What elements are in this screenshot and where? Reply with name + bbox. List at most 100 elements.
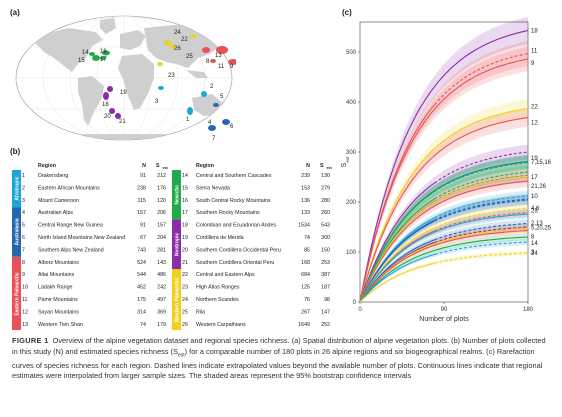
series-line-extrapolated xyxy=(434,222,529,241)
realm-label: Western Palearctic xyxy=(174,278,180,323)
series-line-extrapolated xyxy=(434,252,529,264)
series-line xyxy=(359,227,529,303)
confidence-band xyxy=(360,239,528,302)
row-n: 544 xyxy=(137,272,146,278)
row-s: 543 xyxy=(321,223,330,229)
series-end-label: 10 xyxy=(531,194,538,200)
row-n: 115 xyxy=(138,198,146,204)
confidence-band xyxy=(360,154,528,302)
series-end-label: 22 xyxy=(531,105,538,111)
row-n: 168 xyxy=(301,260,310,266)
header-region: Region xyxy=(38,163,56,169)
realm-label: Australasia xyxy=(14,218,20,245)
row-s: 212 xyxy=(157,173,166,179)
confidence-band xyxy=(360,41,528,302)
row-s: 150 xyxy=(321,247,330,253)
caption-text: Overview of the alpine vegetation datase… xyxy=(12,336,546,356)
row-region: Central and Eastern Alps xyxy=(196,272,255,278)
row-n: 76 xyxy=(304,297,310,303)
row-s: 176 xyxy=(157,185,166,191)
map-label: 1 xyxy=(186,117,190,123)
map-label: 23 xyxy=(168,73,175,79)
row-n: 74 xyxy=(140,322,146,328)
realm-bar xyxy=(172,269,181,332)
header-n: N xyxy=(306,163,310,169)
series-line-extrapolated xyxy=(434,207,529,229)
rarefaction-chart: (c) 0 100 200 300 400 500 0 90 180 Number of plot… xyxy=(341,8,552,323)
realm-label: Neotropic xyxy=(174,233,180,257)
map-label: 6 xyxy=(230,124,234,130)
map-label: 7 xyxy=(212,136,216,142)
x-tick-label: 0 xyxy=(358,307,362,313)
row-n: 91 xyxy=(140,173,146,179)
map-label: 22 xyxy=(181,37,188,43)
row-s: 260 xyxy=(321,210,330,216)
panel-a-label: (a) xyxy=(10,8,20,17)
series-line-extrapolated xyxy=(434,198,529,221)
confidence-band xyxy=(360,98,528,302)
map-label: 20 xyxy=(104,114,111,120)
row-s: 369 xyxy=(157,309,166,315)
series-end-label: 19 xyxy=(531,156,538,162)
realm-bar xyxy=(172,219,181,270)
series-end-label: 1 xyxy=(531,194,535,200)
row-id: 21 xyxy=(182,260,188,266)
confidence-band xyxy=(360,16,528,303)
row-id: 3 xyxy=(22,198,25,204)
row-id: 13 xyxy=(22,322,28,328)
confidence-band xyxy=(360,174,528,302)
series-end-label: 23 xyxy=(531,209,538,215)
series-end-label: 24 xyxy=(531,251,538,257)
row-region: Mount Cameroon xyxy=(38,198,79,204)
realm-bar xyxy=(12,207,21,257)
series-end-label: 11 xyxy=(531,49,538,55)
row-s: 206 xyxy=(157,210,166,216)
row-n: 125 xyxy=(301,285,310,291)
row-s: 279 xyxy=(321,185,330,191)
row-region: Southern Rocky Mountains xyxy=(196,210,260,216)
realm-bar xyxy=(12,256,21,332)
map-label: 4 xyxy=(208,120,212,126)
map-label: 19 xyxy=(120,90,127,96)
row-s: 387 xyxy=(321,272,330,278)
row-region: Western Tien Shan xyxy=(38,322,83,328)
row-id: 16 xyxy=(182,198,188,204)
series-line xyxy=(359,190,436,303)
realm-bar xyxy=(12,170,21,208)
series-end-label: 7,15,16 xyxy=(531,160,552,166)
row-id: 20 xyxy=(182,247,188,253)
row-id: 25 xyxy=(182,309,188,315)
row-n: 91 xyxy=(140,223,146,229)
row-n: 267 xyxy=(301,309,310,315)
row-n: 74 xyxy=(304,235,310,241)
y-tick-label: 200 xyxy=(346,200,357,206)
row-n: 133 xyxy=(301,210,310,216)
series-line xyxy=(359,29,529,303)
row-id: 19 xyxy=(182,235,188,241)
map-label: 16 xyxy=(100,49,107,55)
series-end-label: 14 xyxy=(531,241,538,247)
map-label: 5 xyxy=(220,94,224,100)
caption-text-2: ) for a comparable number of 180 plots i… xyxy=(12,346,543,381)
map-label: 25 xyxy=(186,54,193,60)
row-region: South Central Rocky Mountains xyxy=(196,198,271,204)
series-line-extrapolated xyxy=(434,151,529,184)
row-s: 179 xyxy=(157,322,166,328)
row-s: 497 xyxy=(157,297,166,303)
series-line xyxy=(359,180,529,303)
rarefaction-chart-panel: (c) 0 100 200 300 400 500 0 90 180 Number of plot… xyxy=(340,6,558,330)
row-n: 524 xyxy=(137,260,146,266)
row-id: 26 xyxy=(182,322,188,328)
row-n: 743 xyxy=(137,247,146,253)
row-n: 1649 xyxy=(298,322,310,328)
row-id: 11 xyxy=(22,297,28,303)
panel-c-label: (c) xyxy=(342,8,352,17)
series-line xyxy=(359,262,435,303)
row-s: 242 xyxy=(157,285,166,291)
series-line-extrapolated xyxy=(434,226,529,243)
map-label: 15 xyxy=(78,58,85,64)
row-s: 300 xyxy=(321,235,330,241)
row-s: 120 xyxy=(157,198,166,204)
row-region: Alborz Mountains xyxy=(38,260,79,266)
